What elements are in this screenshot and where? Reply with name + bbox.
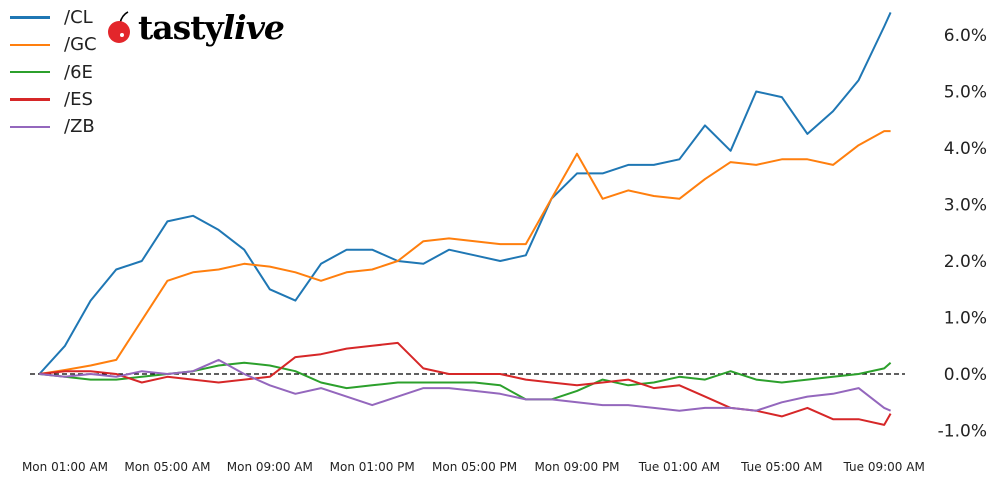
x-tick-label: Tue 09:00 AM <box>843 460 925 474</box>
x-tick-label: Tue 01:00 AM <box>638 460 720 474</box>
y-tick-label: 4.0% <box>944 139 987 159</box>
y-tick-label: 1.0% <box>944 309 987 329</box>
x-tick-label: Mon 05:00 PM <box>432 460 517 474</box>
legend: /CL /GC /6E /ES /ZB <box>10 4 97 140</box>
logo-wordmark: tastylive <box>138 8 285 47</box>
legend-item-gc: /GC <box>10 31 97 58</box>
legend-swatch <box>10 43 50 47</box>
x-tick-label: Mon 09:00 PM <box>534 460 619 474</box>
logo-text-a: tasty <box>138 8 224 47</box>
series-line-gc <box>39 130 891 375</box>
legend-label: /ES <box>64 89 93 111</box>
legend-item-cl: /CL <box>10 4 97 31</box>
logo-text-b: live <box>222 8 285 47</box>
y-tick-label: 2.0% <box>944 252 987 272</box>
legend-label: /GC <box>64 34 97 56</box>
series-line-zb <box>39 358 892 412</box>
legend-label: /6E <box>64 61 93 83</box>
y-tick-label: -1.0% <box>938 422 987 442</box>
legend-label: /ZB <box>64 116 95 138</box>
legend-swatch <box>10 98 50 101</box>
cherry-icon <box>108 10 130 43</box>
legend-label: /CL <box>64 7 93 29</box>
series-line-es <box>39 341 892 426</box>
y-tick-label: 3.0% <box>944 196 987 216</box>
x-tick-label: Mon 09:00 AM <box>227 460 313 474</box>
series-line-cl <box>38 11 892 375</box>
y-tick-label: 0.0% <box>944 365 987 385</box>
y-tick-label: 6.0% <box>944 26 987 46</box>
legend-swatch <box>10 16 50 19</box>
legend-swatch <box>10 70 50 74</box>
tastylive-logo: tastylive <box>106 8 285 47</box>
y-tick-label: 5.0% <box>944 83 987 103</box>
legend-item-zb: /ZB <box>10 113 97 140</box>
x-tick-label: Mon 05:00 AM <box>124 460 210 474</box>
x-tick-label: Mon 01:00 PM <box>330 460 415 474</box>
x-tick-label: Mon 01:00 AM <box>22 460 108 474</box>
legend-item-6e: /6E <box>10 59 97 86</box>
series-line-6e <box>39 361 892 401</box>
legend-item-es: /ES <box>10 86 97 113</box>
x-tick-label: Tue 05:00 AM <box>740 460 822 474</box>
legend-swatch <box>10 125 50 129</box>
